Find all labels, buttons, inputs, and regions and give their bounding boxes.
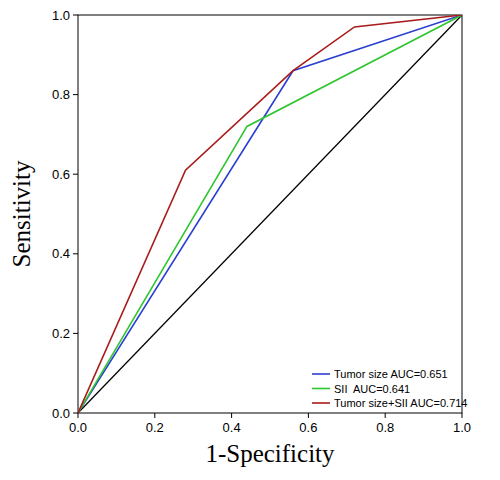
legend-swatch — [312, 402, 330, 404]
legend-label: SII AUC=0.641 — [334, 383, 410, 395]
x-axis-label: 1-Specificity — [205, 440, 335, 467]
legend-swatch — [312, 388, 330, 390]
x-tick-label: 0.0 — [69, 420, 87, 435]
x-tick — [78, 413, 79, 418]
x-tick-label: 0.8 — [376, 420, 394, 435]
chart-svg: 0.0 0.2 0.4 0.6 0.8 1.0 0.0 0.2 0.4 0.6 0.8 1.0 1-Sp… — [0, 0, 500, 480]
y-tick — [73, 253, 78, 254]
x-tick-label: 1.0 — [453, 420, 471, 435]
x-tick-label: 0.6 — [299, 420, 317, 435]
y-tick-label: 0.8 — [52, 87, 70, 102]
legend-swatch — [312, 373, 330, 375]
x-tick — [154, 413, 155, 418]
y-tick-label: 0.2 — [52, 326, 70, 341]
y-tick — [73, 15, 78, 16]
y-axis-label: Sensitivity — [8, 160, 35, 267]
x-tick-label: 0.4 — [223, 420, 241, 435]
legend: Tumor size AUC=0.651 SII AUC=0.641 Tumor s… — [312, 368, 468, 409]
x-tick — [385, 413, 386, 418]
x-tick — [308, 413, 309, 418]
chart-root: 0.0 0.2 0.4 0.6 0.8 1.0 0.0 0.2 0.4 0.6 0.8 1.0 1-Sp… — [0, 0, 500, 480]
plot-data — [78, 15, 462, 413]
y-tick — [73, 94, 78, 95]
reference-line — [78, 15, 462, 413]
y-tick-label: 0.0 — [52, 406, 70, 421]
x-tick-label: 0.2 — [146, 420, 164, 435]
roc-line — [78, 15, 462, 413]
y-tick-label: 0.6 — [52, 167, 70, 182]
y-tick — [73, 333, 78, 334]
plot-frame — [78, 15, 462, 413]
x-tick — [462, 413, 463, 418]
legend-label: Tumor size+SII AUC=0.714 — [334, 397, 468, 409]
y-tick-label: 1.0 — [52, 8, 70, 23]
roc-line — [78, 15, 462, 413]
x-tick — [231, 413, 232, 418]
y-tick — [73, 413, 78, 414]
y-tick-label: 0.4 — [52, 246, 70, 261]
legend-label: Tumor size AUC=0.651 — [334, 368, 448, 380]
roc-line — [78, 15, 462, 413]
y-tick — [73, 174, 78, 175]
